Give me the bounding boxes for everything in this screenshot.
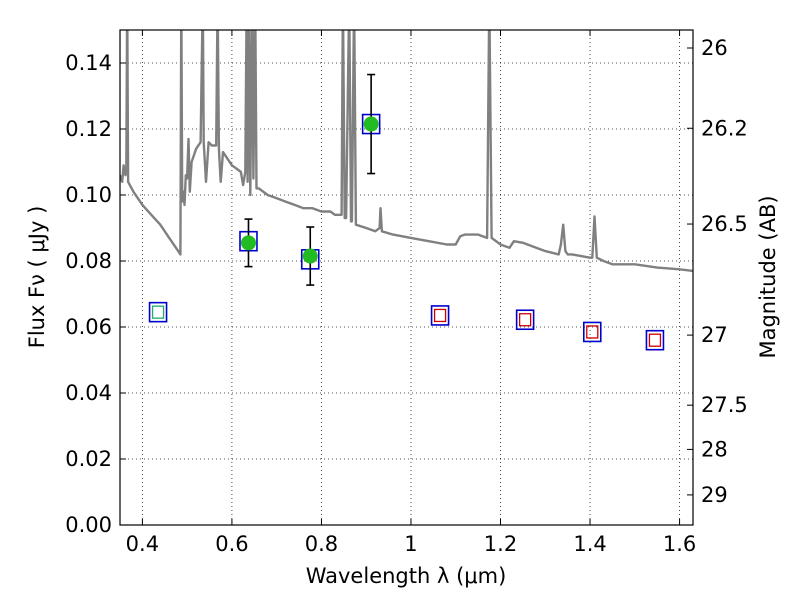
y-axis: 0.00 0.02 0.04 0.06 0.08 0.10 0.12 0.14 <box>65 51 126 537</box>
photometry-square-marker <box>148 301 168 323</box>
y-tick-label: 0.04 <box>65 381 112 405</box>
y2-axis: 26 26.2 26.5 27 27.5 28 29 <box>687 36 748 507</box>
photometry-square-marker <box>582 321 602 343</box>
x-tick-label: 1.6 <box>663 532 696 556</box>
y2-tick-label: 27.5 <box>701 393 748 417</box>
y-tick-label: 0.00 <box>65 513 112 537</box>
x-tick-label: 1.2 <box>484 532 517 556</box>
y-tick-label: 0.14 <box>65 51 112 75</box>
y-tick-label: 0.06 <box>65 315 112 339</box>
x-tick-label: 0.4 <box>126 532 159 556</box>
y-tick-label: 0.10 <box>65 183 112 207</box>
plot-frame <box>119 29 694 526</box>
y2-tick-label: 28 <box>701 437 728 461</box>
grid <box>120 30 693 526</box>
photometry-square-marker <box>645 329 665 351</box>
y-tick-label: 0.02 <box>65 447 112 471</box>
y2-tick-label: 26.5 <box>701 212 748 236</box>
x-tick-label: 0.8 <box>305 532 338 556</box>
spectrum-line-layer <box>120 30 693 273</box>
model-square-marker <box>518 313 532 327</box>
y2-tick-label: 27 <box>701 323 728 347</box>
y2-axis-title: Magnitude (AB) <box>756 195 780 358</box>
marker-layer <box>148 73 665 351</box>
photometry-square-marker <box>430 305 450 326</box>
photometry-square-marker <box>515 309 535 331</box>
y2-tick-label: 26 <box>701 36 728 60</box>
y2-tick-label: 29 <box>701 483 728 507</box>
detection-point <box>363 116 379 132</box>
model-square-marker <box>151 305 165 319</box>
x-tick-label: 1 <box>404 532 417 556</box>
model-square-marker <box>433 308 447 323</box>
y-axis-title: Flux Fν ( μJy ) <box>25 206 49 349</box>
x-axis-title: Wavelength λ (μm) <box>306 564 507 588</box>
detection-point <box>240 235 256 251</box>
y2-tick-label: 26.2 <box>701 116 748 140</box>
x-tick-label: 0.6 <box>215 532 248 556</box>
x-axis: 0.4 0.6 0.8 1 1.2 1.4 1.6 <box>126 30 696 556</box>
model-square-marker <box>648 333 662 347</box>
x-tick-label: 1.4 <box>573 532 606 556</box>
y-tick-label: 0.08 <box>65 249 112 273</box>
model-square-marker <box>586 325 599 339</box>
spectrum-line <box>120 30 693 273</box>
detection-point <box>302 248 318 264</box>
y-tick-label: 0.12 <box>65 117 112 141</box>
